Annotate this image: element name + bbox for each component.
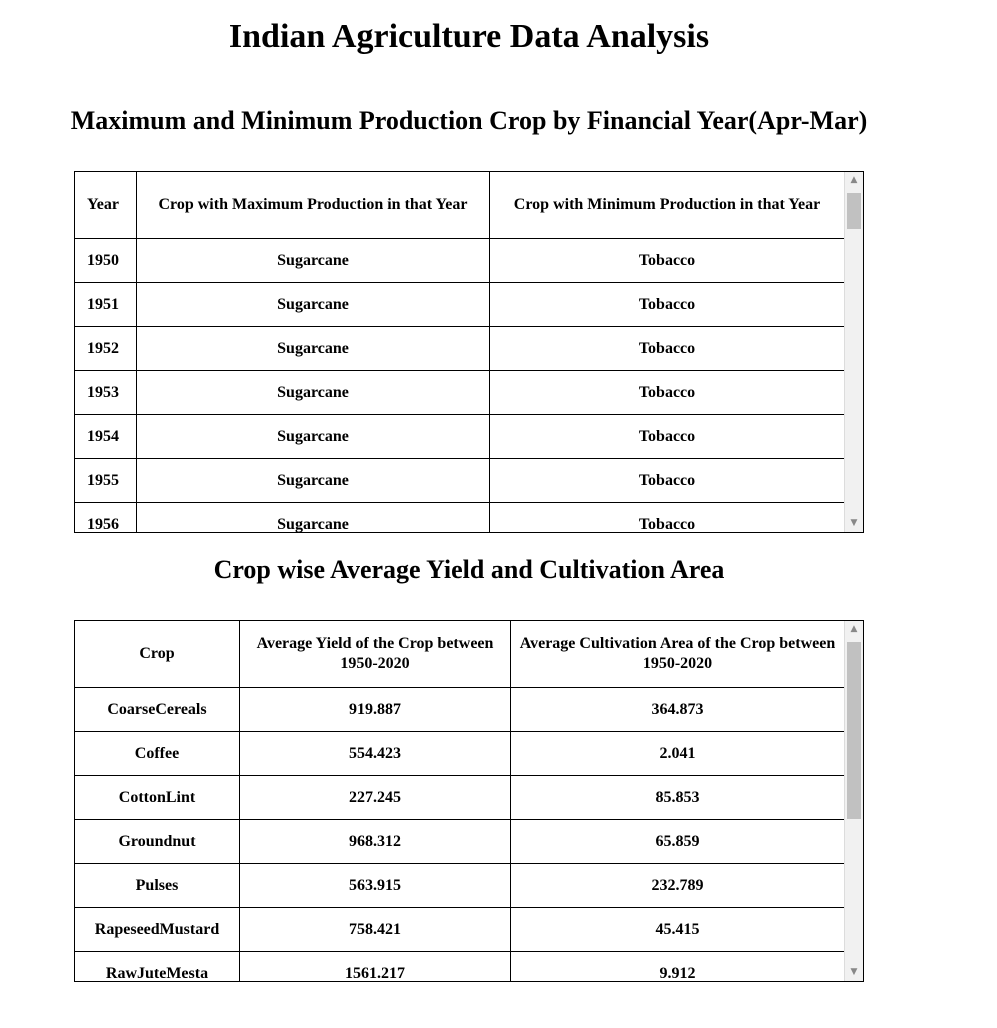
area-cell: 45.415 (510, 907, 845, 952)
year-cell: 1951 (75, 282, 137, 327)
scroll-down-arrow-icon[interactable]: ▼ (850, 967, 858, 977)
table-row: CoarseCereals 919.887 364.873 (75, 687, 845, 732)
table-row: RapeseedMustard 758.421 45.415 (75, 907, 845, 952)
max-crop-cell: Sugarcane (136, 370, 490, 415)
crop-cell: Pulses (75, 863, 240, 908)
table-row: Groundnut 968.312 65.859 (75, 819, 845, 864)
yield-cell: 563.915 (239, 863, 511, 908)
production-table-title: Maximum and Minimum Production Crop by F… (70, 106, 868, 135)
table-row: RawJuteMesta 1561.217 9.912 (75, 951, 845, 981)
crop-cell: Groundnut (75, 819, 240, 864)
area-cell: 65.859 (510, 819, 845, 864)
year-cell: 1952 (75, 326, 137, 371)
header-max-crop: Crop with Maximum Production in that Yea… (136, 172, 490, 239)
min-crop-cell: Tobacco (489, 238, 845, 283)
production-table: Year Crop with Maximum Production in tha… (75, 172, 845, 532)
max-crop-cell: Sugarcane (136, 282, 490, 327)
table-row: 1950 Sugarcane Tobacco (75, 238, 845, 283)
yield-cell: 554.423 (239, 731, 511, 776)
yield-table-container[interactable]: Crop Average Yield of the Crop between 1… (74, 620, 864, 982)
scroll-down-arrow-icon[interactable]: ▼ (850, 518, 858, 528)
scroll-up-arrow-icon[interactable]: ▲ (850, 175, 858, 185)
yield-cell: 919.887 (239, 687, 511, 732)
table-row: CottonLint 227.245 85.853 (75, 775, 845, 820)
header-year: Year (75, 172, 137, 239)
crop-cell: CoarseCereals (75, 687, 240, 732)
vertical-scrollbar[interactable]: ▲ ▼ (844, 621, 863, 981)
header-average-area: Average Cultivation Area of the Crop bet… (510, 621, 845, 688)
table-row: 1953 Sugarcane Tobacco (75, 370, 845, 415)
max-crop-cell: Sugarcane (136, 458, 490, 503)
max-crop-cell: Sugarcane (136, 414, 490, 459)
page-title: Indian Agriculture Data Analysis (228, 18, 710, 55)
area-cell: 2.041 (510, 731, 845, 776)
max-crop-cell: Sugarcane (136, 502, 490, 532)
vertical-scrollbar[interactable]: ▲ ▼ (844, 172, 863, 532)
table-header-row: Year Crop with Maximum Production in tha… (75, 172, 845, 239)
year-cell: 1954 (75, 414, 137, 459)
area-cell: 9.912 (510, 951, 845, 981)
yield-cell: 758.421 (239, 907, 511, 952)
year-cell: 1955 (75, 458, 137, 503)
year-cell: 1953 (75, 370, 137, 415)
header-average-yield: Average Yield of the Crop between 1950-2… (239, 621, 511, 688)
table-row: 1956 Sugarcane Tobacco (75, 502, 845, 532)
table-row: 1951 Sugarcane Tobacco (75, 282, 845, 327)
scrollbar-thumb[interactable] (847, 642, 861, 819)
min-crop-cell: Tobacco (489, 502, 845, 532)
scroll-up-arrow-icon[interactable]: ▲ (850, 624, 858, 634)
yield-cell: 968.312 (239, 819, 511, 864)
yield-table-title: Crop wise Average Yield and Cultivation … (213, 555, 725, 584)
max-crop-cell: Sugarcane (136, 326, 490, 371)
area-cell: 85.853 (510, 775, 845, 820)
yield-table: Crop Average Yield of the Crop between 1… (75, 621, 845, 981)
table-row: 1952 Sugarcane Tobacco (75, 326, 845, 371)
year-cell: 1956 (75, 502, 137, 532)
min-crop-cell: Tobacco (489, 370, 845, 415)
crop-cell: Coffee (75, 731, 240, 776)
min-crop-cell: Tobacco (489, 282, 845, 327)
crop-cell: RapeseedMustard (75, 907, 240, 952)
table-row: Pulses 563.915 232.789 (75, 863, 845, 908)
table-row: 1954 Sugarcane Tobacco (75, 414, 845, 459)
header-crop: Crop (75, 621, 240, 688)
table-row: Coffee 554.423 2.041 (75, 731, 845, 776)
table-row: 1955 Sugarcane Tobacco (75, 458, 845, 503)
table-header-row: Crop Average Yield of the Crop between 1… (75, 621, 845, 688)
scrollbar-thumb[interactable] (847, 193, 861, 229)
yield-cell: 227.245 (239, 775, 511, 820)
area-cell: 232.789 (510, 863, 845, 908)
year-cell: 1950 (75, 238, 137, 283)
crop-cell: RawJuteMesta (75, 951, 240, 981)
header-min-crop: Crop with Minimum Production in that Yea… (489, 172, 845, 239)
max-crop-cell: Sugarcane (136, 238, 490, 283)
crop-cell: CottonLint (75, 775, 240, 820)
min-crop-cell: Tobacco (489, 414, 845, 459)
area-cell: 364.873 (510, 687, 845, 732)
min-crop-cell: Tobacco (489, 458, 845, 503)
yield-cell: 1561.217 (239, 951, 511, 981)
min-crop-cell: Tobacco (489, 326, 845, 371)
production-table-container[interactable]: Year Crop with Maximum Production in tha… (74, 171, 864, 533)
